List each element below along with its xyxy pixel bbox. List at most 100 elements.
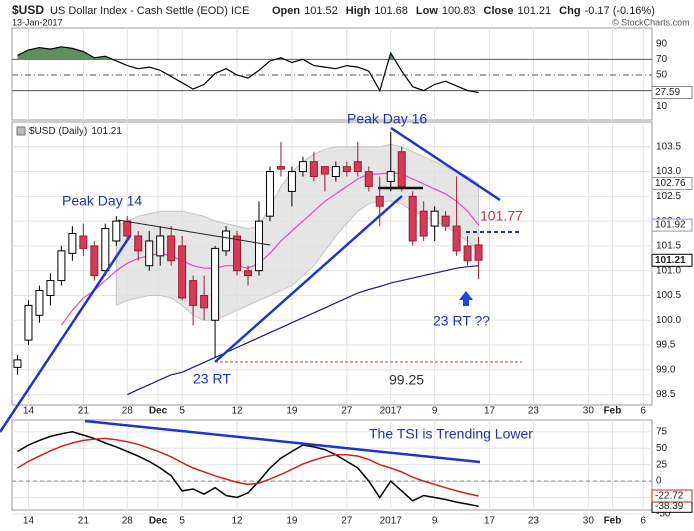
candle-body (211, 247, 220, 321)
candle-body (145, 240, 154, 267)
candle-body (112, 220, 121, 242)
value-tag (651, 176, 693, 190)
candle-body (244, 270, 253, 277)
annotation: Peak Day 16 (347, 111, 427, 127)
x-tick-label: 28 (122, 406, 134, 417)
up-arrow (459, 291, 473, 306)
quote-value: -0.17 (-0.16%) (585, 5, 655, 17)
candle-body (68, 233, 77, 254)
x-tick-label: 23 (528, 406, 540, 417)
y-tick-label: 0 (656, 476, 662, 487)
x-tick-label: 9 (432, 406, 438, 417)
x-tick-label: 19 (286, 406, 298, 417)
quote-value: 101.21 (518, 5, 552, 17)
candle-body (353, 161, 362, 173)
candle-body (46, 280, 55, 296)
x-tick-label: Dec (149, 516, 168, 527)
legend-title: $USD (Daily) (29, 126, 87, 137)
quote-label: Low (416, 5, 438, 17)
candle-body (123, 220, 132, 237)
quote-label: Open (272, 5, 300, 17)
value-tag-label: -22.72 (655, 491, 684, 502)
x-tick-label: 6 (640, 406, 646, 417)
candle-body (13, 359, 22, 368)
y-tick-label: 75 (656, 426, 668, 437)
candle-body (320, 166, 329, 175)
annotation: Peak Day 14 (62, 193, 142, 209)
candle-body (287, 171, 296, 192)
candle-body (101, 228, 110, 272)
candle-body (24, 304, 33, 341)
candle-body (200, 294, 209, 309)
annotations: Peak Day 14 Peak Day 16 23 RT 99.25 101.… (0, 111, 533, 464)
y-tick-label: 99.0 (656, 364, 676, 375)
value-tag (651, 253, 693, 267)
x-tick-label: 2017 (380, 516, 403, 527)
quote-value: 101.52 (304, 5, 338, 17)
trend-line (84, 419, 481, 464)
rsi-panel (11, 27, 653, 121)
quote-value: 100.83 (442, 5, 476, 17)
candle-body (189, 280, 198, 306)
y-tick-label: 103.5 (656, 141, 681, 152)
x-tick-label: 27 (341, 516, 353, 527)
quote-label: Close (484, 5, 514, 17)
x-tick-label: Feb (604, 406, 622, 417)
legend-value: 101.21 (91, 126, 122, 137)
y-tick-label: 99.5 (656, 340, 676, 351)
candle-body (167, 235, 176, 262)
quote-label: High (346, 5, 371, 17)
y-tick-label: 102.5 (656, 191, 681, 202)
candle-body (463, 245, 472, 262)
x-tick-label: 23 (528, 516, 540, 527)
candle-body (430, 210, 439, 227)
candle-body (397, 151, 406, 187)
resistance-line (117, 219, 271, 246)
value-tag (651, 218, 693, 232)
x-tick-label: 9 (432, 516, 438, 527)
x-tick-label: 14 (23, 516, 35, 527)
trend-line (214, 195, 403, 363)
y-tick-label: 25 (656, 459, 668, 470)
candle-body (57, 250, 66, 282)
instrument-name: US Dollar Index - Cash Settle (EOD) ICE (50, 5, 249, 17)
candle-body (474, 244, 483, 261)
annotation: 101.77 (480, 208, 523, 224)
annotation: 23 RT (193, 371, 231, 387)
y-tick-label: 101.0 (656, 265, 681, 276)
x-tick-label: 5 (179, 406, 185, 417)
x-tick-label: 12 (231, 516, 243, 527)
candle-body (375, 195, 384, 207)
y-tick-label: 101.5 (656, 241, 681, 252)
x-tick-label: 6 (640, 516, 646, 527)
x-tick-label: 14 (23, 406, 35, 417)
candle-body (364, 171, 373, 187)
candle-body (79, 235, 88, 249)
chart-date: 13-Jan-2017 (12, 17, 63, 27)
x-tick-label: 12 (231, 406, 243, 417)
credit: © StockCharts.com (612, 17, 690, 27)
indicator-line (17, 46, 479, 94)
y-tick-label: 100.5 (656, 290, 681, 301)
trend-line (0, 235, 132, 433)
candle-body (156, 235, 165, 257)
legend-icon (16, 126, 26, 136)
x-tick-label: 21 (78, 516, 90, 527)
price-legend: $USD (Daily) 101.21 (29, 126, 122, 137)
x-tick-label: 17 (484, 516, 496, 527)
x-tick-label: 19 (286, 516, 298, 527)
x-tick-label: 28 (122, 516, 134, 527)
candle-body (90, 245, 99, 277)
quote-label: Chg (559, 5, 580, 17)
moving-average (127, 265, 479, 396)
candle-body (134, 235, 143, 252)
candle-body (276, 166, 285, 170)
y-tick-label: 90 (656, 38, 668, 49)
candle-body (233, 235, 242, 272)
overbought-fill (17, 46, 479, 60)
y-tick-label: 50 (656, 443, 668, 454)
x-tick-label: 17 (484, 406, 496, 417)
candle-body (35, 290, 44, 316)
y-tick-label: 50 (656, 70, 668, 81)
